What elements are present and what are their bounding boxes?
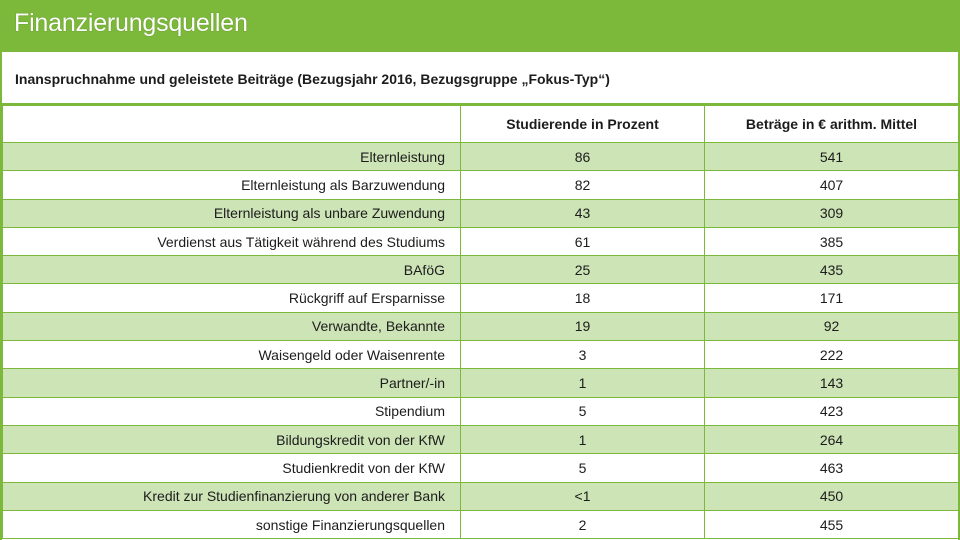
header-amount-column: Beträge in € arithm. Mittel (704, 105, 959, 143)
row-amount: 385 (704, 226, 959, 257)
table-subtitle: Inanspruchnahme und geleistete Beiträge … (15, 71, 610, 87)
row-percent: 5 (460, 396, 705, 426)
row-percent: <1 (460, 481, 705, 511)
row-label: sonstige Finanzierungsquellen (2, 509, 461, 540)
row-percent: 1 (460, 368, 705, 398)
row-label: Elternleistung als Barzuwendung (2, 170, 461, 200)
row-label: Elternleistung (2, 141, 461, 172)
header-percent-column: Studierende in Prozent (460, 105, 705, 143)
table-row: Kredit zur Studienfinanzierung von ander… (2, 481, 959, 511)
title-bar: Finanzierungsquellen (0, 0, 960, 52)
row-amount: 407 (704, 170, 959, 200)
row-percent: 1 (460, 424, 705, 455)
row-label: Verwandte, Bekannte (2, 311, 461, 342)
row-amount: 92 (704, 311, 959, 342)
row-amount: 264 (704, 424, 959, 455)
row-label: Verdienst aus Tätigkeit während des Stud… (2, 226, 461, 257)
row-label: Bildungskredit von der KfW (2, 424, 461, 455)
row-amount: 143 (704, 368, 959, 398)
table-row: Rückgriff auf Ersparnisse 18 171 (2, 283, 959, 313)
row-percent: 61 (460, 226, 705, 257)
row-label: Studienkredit von der KfW (2, 453, 461, 483)
table-row: Studienkredit von der KfW 5 463 (2, 453, 959, 483)
row-amount: 171 (704, 283, 959, 313)
table-row: Verdienst aus Tätigkeit während des Stud… (2, 226, 959, 257)
table-row: Elternleistung als Barzuwendung 82 407 (2, 170, 959, 200)
row-percent: 25 (460, 255, 705, 285)
row-percent: 19 (460, 311, 705, 342)
row-percent: 18 (460, 283, 705, 313)
row-percent: 86 (460, 141, 705, 172)
table-row: Elternleistung 86 541 (2, 141, 959, 172)
table-row: Verwandte, Bekannte 19 92 (2, 311, 959, 342)
page-title: Finanzierungsquellen (14, 9, 248, 37)
row-label: Kredit zur Studienfinanzierung von ander… (2, 481, 461, 511)
row-amount: 309 (704, 198, 959, 228)
row-amount: 541 (704, 141, 959, 172)
row-amount: 222 (704, 340, 959, 370)
divider (2, 103, 958, 105)
row-percent: 43 (460, 198, 705, 228)
row-amount: 435 (704, 255, 959, 285)
table-row: sonstige Finanzierungsquellen 2 455 (2, 509, 959, 540)
row-percent: 2 (460, 509, 705, 540)
table-header-row: Studierende in Prozent Beträge in € arit… (2, 105, 959, 143)
row-label: Waisengeld oder Waisenrente (2, 340, 461, 370)
row-percent: 82 (460, 170, 705, 200)
table-row: BAföG 25 435 (2, 255, 959, 285)
table-row: Elternleistung als unbare Zuwendung 43 309 (2, 198, 959, 228)
table-row: Waisengeld oder Waisenrente 3 222 (2, 340, 959, 370)
row-label: Partner/-in (2, 368, 461, 398)
row-percent: 3 (460, 340, 705, 370)
row-label: Elternleistung als unbare Zuwendung (2, 198, 461, 228)
row-amount: 423 (704, 396, 959, 426)
header-label-column (2, 105, 461, 143)
table-row: Bildungskredit von der KfW 1 264 (2, 424, 959, 455)
table-row: Partner/-in 1 143 (2, 368, 959, 398)
row-percent: 5 (460, 453, 705, 483)
row-amount: 455 (704, 509, 959, 540)
row-amount: 450 (704, 481, 959, 511)
row-label: Rückgriff auf Ersparnisse (2, 283, 461, 313)
row-amount: 463 (704, 453, 959, 483)
content-panel: Inanspruchnahme und geleistete Beiträge … (2, 52, 959, 540)
financing-table: Studierende in Prozent Beträge in € arit… (2, 105, 959, 540)
table-body: Elternleistung 86 541 Elternleistung als Ba… (2, 141, 959, 540)
row-label: Stipendium (2, 396, 461, 426)
table-row: Stipendium 5 423 (2, 396, 959, 426)
row-label: BAföG (2, 255, 461, 285)
